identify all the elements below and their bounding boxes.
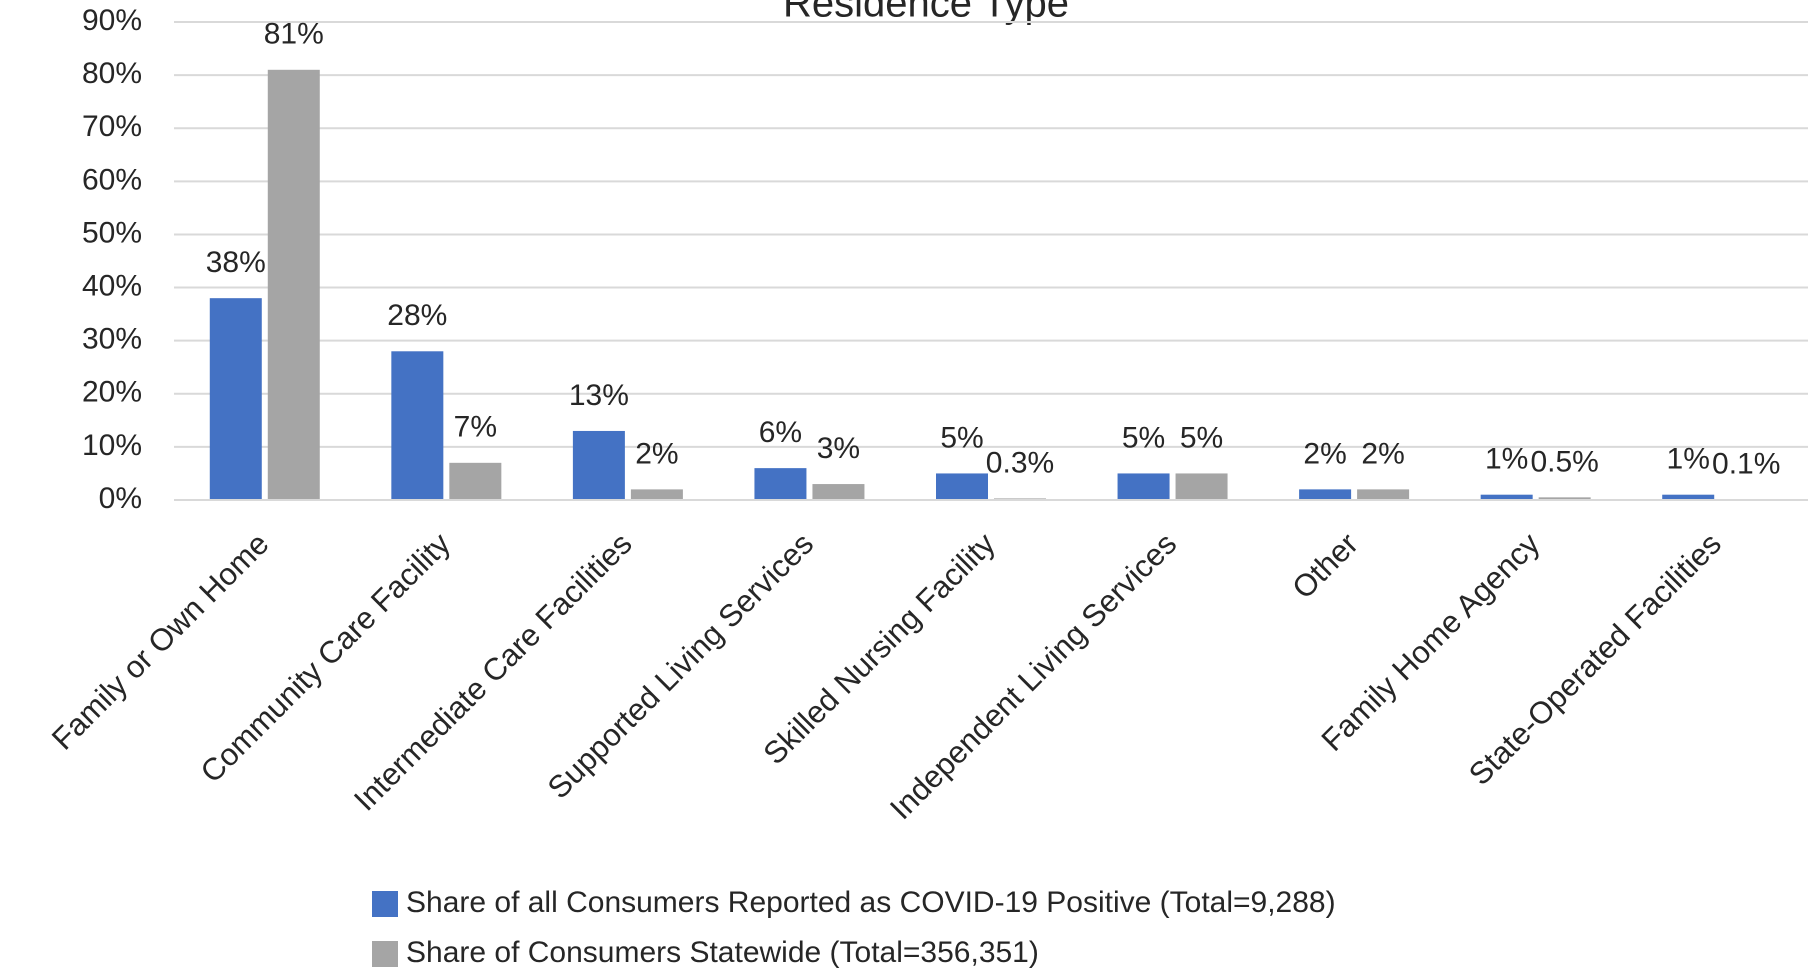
bar [209,298,262,500]
bar [812,484,865,500]
data-label: 13% [569,379,629,412]
bar [572,430,625,500]
y-tick-label: 40% [82,269,142,302]
bar [630,489,683,500]
legend-label: Share of Consumers Statewide (Total=356,… [406,936,1039,969]
bar [267,69,320,501]
data-label: 2% [1303,437,1346,470]
y-tick-label: 10% [82,429,142,462]
data-label: 0.1% [1712,447,1780,480]
y-tick-label: 80% [82,57,142,90]
x-tick-label: Independent Living Services [883,526,1183,826]
data-label: 3% [817,432,860,465]
bar [936,473,988,500]
data-label: 81% [264,18,324,51]
y-tick-label: 30% [82,323,142,356]
data-label: 38% [206,246,266,279]
y-tick-label: 0% [99,482,142,515]
data-label: 2% [635,437,678,470]
data-label: 7% [454,411,497,444]
data-label: 5% [1180,421,1223,454]
bar [1175,473,1228,500]
data-label: 0.5% [1530,445,1598,478]
data-label: 1% [1667,443,1710,476]
bar [754,468,807,500]
bar [1480,494,1533,500]
data-label: 0.3% [986,446,1054,479]
y-tick-label: 60% [82,163,142,196]
bar [1662,494,1715,500]
legend-label: Share of all Consumers Reported as COVID… [406,886,1336,919]
y-tick-label: 70% [82,110,142,143]
legend-swatch [372,941,398,967]
data-label: 6% [759,416,802,449]
y-tick-label: 90% [82,4,142,37]
data-label: 2% [1361,437,1404,470]
bar [1117,473,1170,500]
y-tick-label: 20% [82,376,142,409]
bar [1299,489,1352,500]
bar [1357,489,1410,500]
data-label: 28% [387,299,447,332]
x-tick-label: Other [1285,526,1365,606]
bar [1538,497,1591,500]
bar [391,351,444,500]
bar [449,462,502,500]
data-label: 5% [1122,421,1165,454]
data-label: 5% [940,421,983,454]
y-tick-label: 50% [82,216,142,249]
legend-swatch [372,891,398,917]
data-label: 1% [1485,443,1528,476]
